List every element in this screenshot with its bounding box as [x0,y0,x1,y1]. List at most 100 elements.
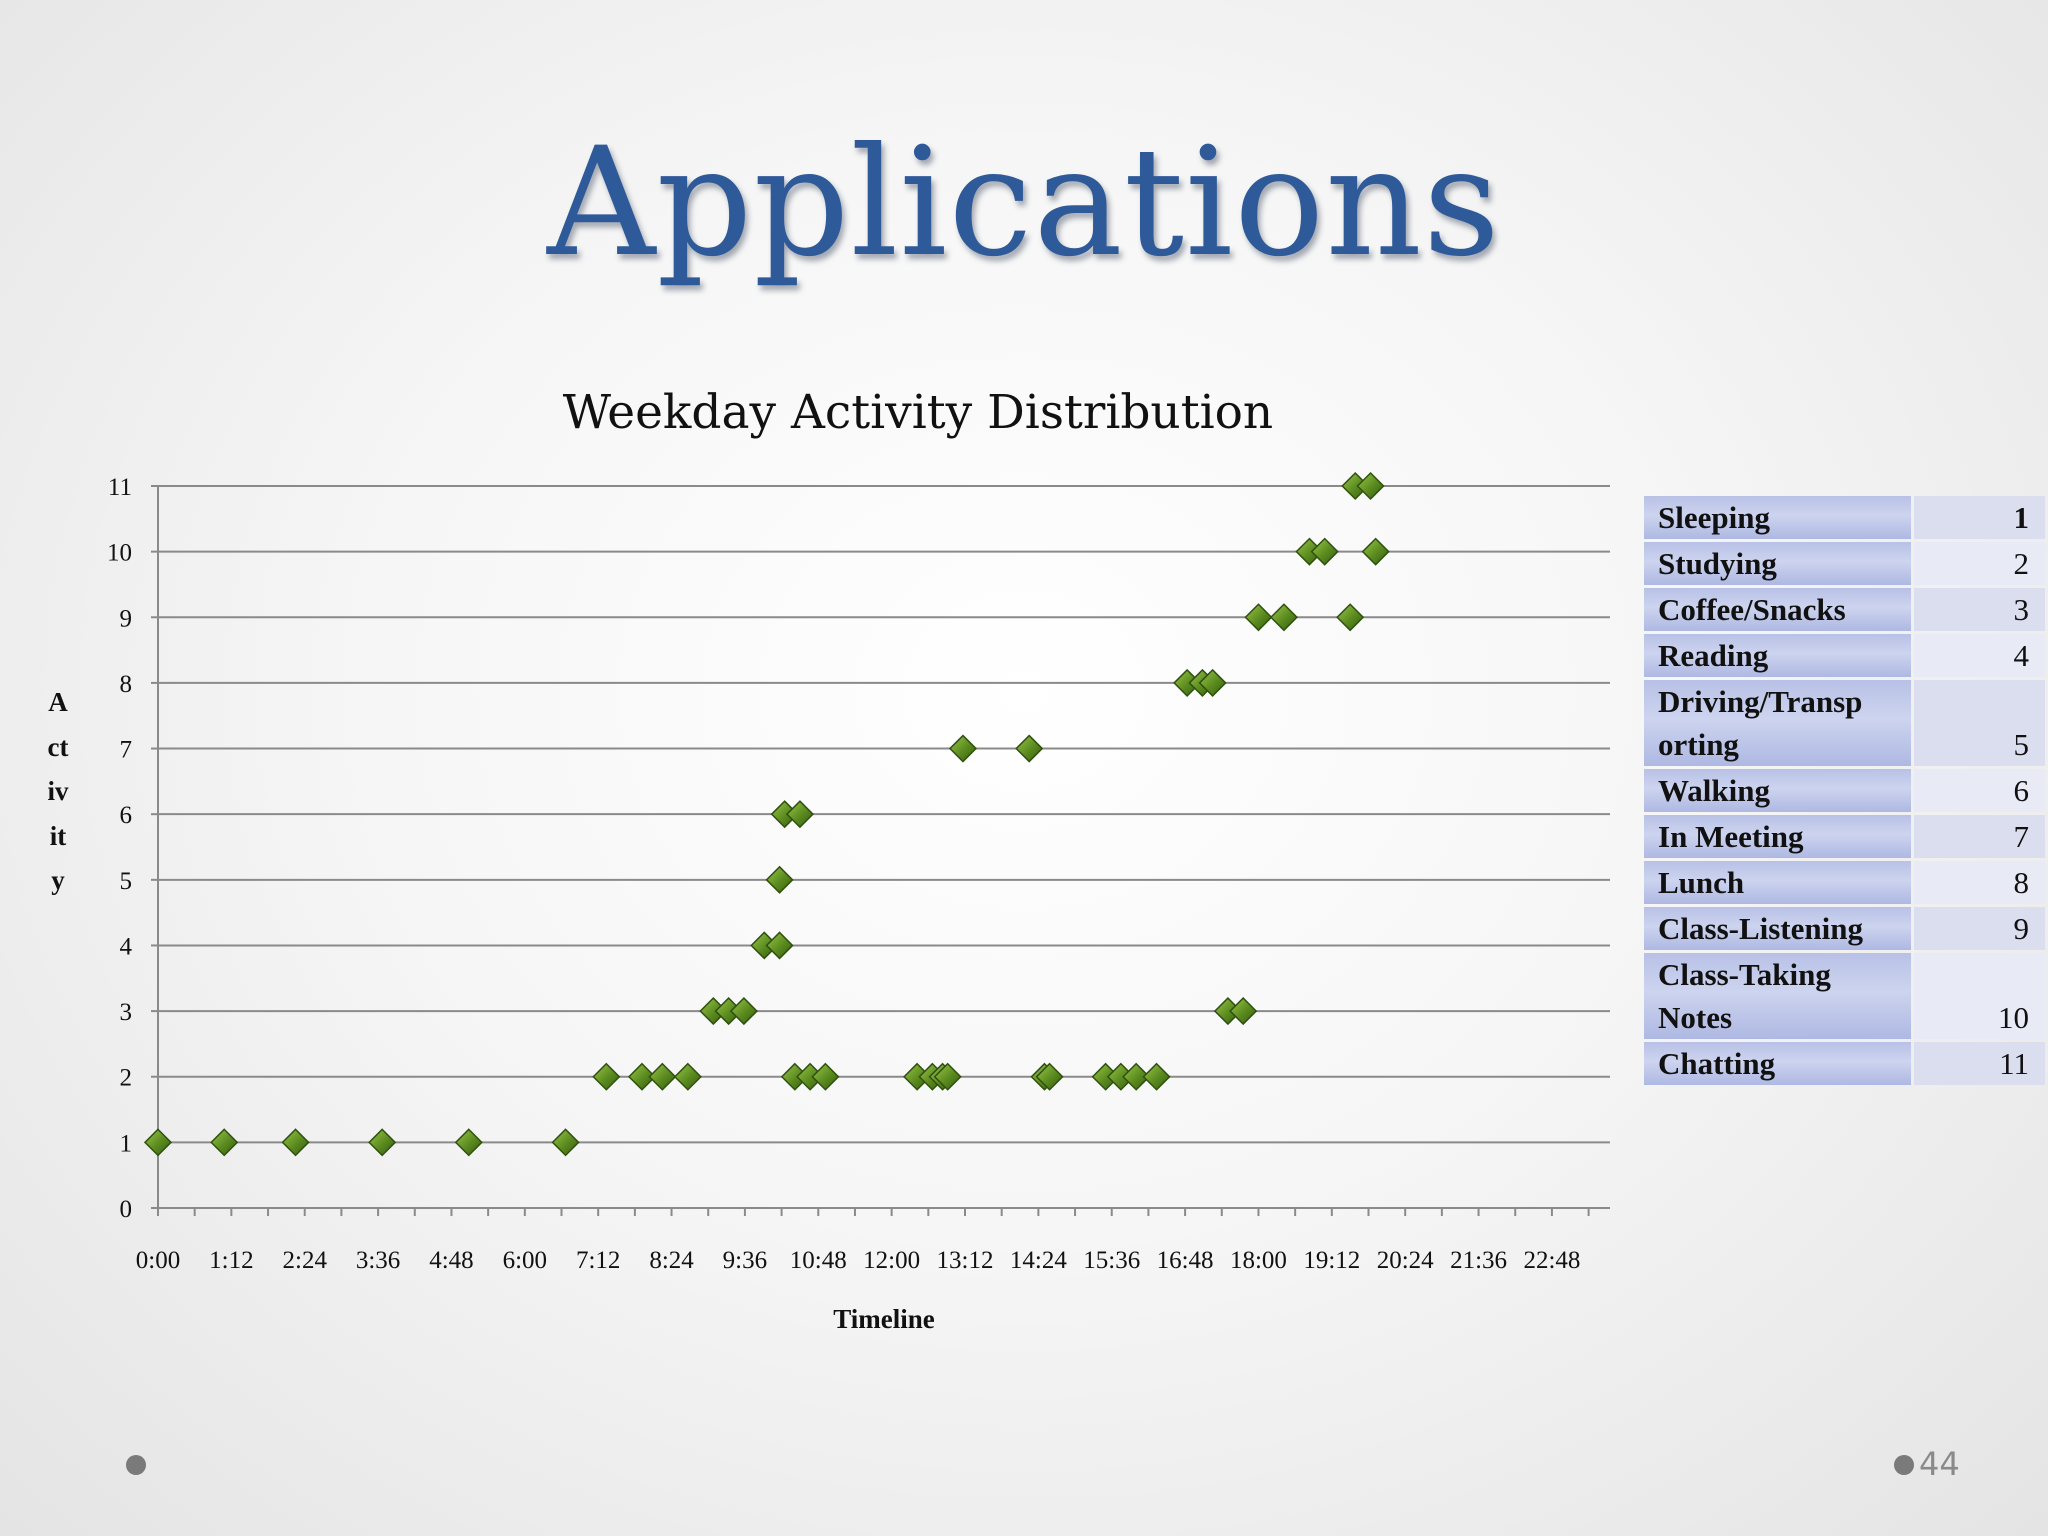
chart-axes [151,485,1610,1216]
legend-activity-name: Walking [1644,769,1912,812]
y-tick-label: 5 [120,868,133,895]
legend-row: In Meeting 7 [1644,815,2045,858]
y-tick-label: 10 [107,540,132,567]
legend-row: Chatting 11 [1644,1042,2045,1085]
data-point [1229,997,1258,1026]
y-tick-label: 1 [120,1130,133,1157]
data-point [1035,1062,1064,1091]
data-point [551,1128,580,1157]
footer-bullet-right [1894,1455,1914,1475]
legend-activity-code: 4 [1914,634,2045,677]
slide-title: Applications [547,116,1501,290]
legend-row: Lunch 8 [1644,861,2045,904]
x-tick-label: 2:24 [283,1247,328,1274]
data-point [948,734,978,763]
data-point [729,997,758,1026]
legend-activity-code: 11 [1914,1042,2045,1085]
page-number: 44 [1919,1445,1960,1483]
legend-row: Studying 2 [1644,542,2045,585]
legend-row: Class-Taking Notes 10 [1644,953,2045,1039]
data-point [592,1062,621,1091]
legend-row: Reading 4 [1644,634,2045,677]
x-tick-label: 8:24 [649,1247,694,1274]
x-tick-label: 4:48 [429,1247,473,1274]
legend-row: Coffee/Snacks 3 [1644,588,2045,631]
chart-gridlines [158,485,1610,1209]
y-tick-label: 7 [120,737,133,764]
x-axis-label: Timeline [833,1304,935,1334]
legend-activity-code: 1 [1914,496,2045,539]
y-tick-label: 3 [120,999,133,1026]
legend-activity-code: 3 [1914,588,2045,631]
x-tick-label: 14:24 [1010,1247,1067,1274]
data-point [1361,537,1390,566]
y-tick-label: 4 [120,933,133,960]
legend-activity-code: 2 [1914,542,2045,585]
x-tick-label: 16:48 [1157,1247,1214,1274]
x-tick-label: 18:00 [1230,1247,1287,1274]
x-tick-label: 13:12 [937,1247,994,1274]
data-point [765,931,794,960]
data-point [765,865,794,894]
data-point [1269,603,1299,632]
scatter-chart: Weekday Activity Distribution 0 1 2 3 4 5 6 7 8 9… [107,385,1610,1334]
legend-row: Walking 6 [1644,769,2045,812]
legend-activity-code: 10 [1914,953,2045,1039]
legend-activity-name: Class-Listening [1644,907,1912,950]
x-tick-label: 22:48 [1523,1247,1580,1274]
data-point [648,1062,677,1091]
legend-activity-name: In Meeting [1644,815,1912,858]
x-tick-label: 10:48 [790,1247,847,1274]
legend-activity-name: Sleeping [1644,496,1912,539]
x-tick-label: 7:12 [576,1247,620,1274]
legend-activity-code: 7 [1914,815,2045,858]
footer-bullet-left [126,1455,146,1475]
legend-row: Sleeping 1 [1644,496,2045,539]
data-point [454,1128,483,1157]
data-point [143,1128,173,1157]
data-point [1356,471,1385,501]
legend-activity-name: Class-Taking Notes [1644,953,1912,1039]
x-tick-label: 15:36 [1083,1247,1140,1274]
x-tick-label: 3:36 [356,1247,400,1274]
legend-activity-name: Studying [1644,542,1912,585]
data-point [1015,734,1044,763]
legend-activity-name: Driving/Transp orting [1644,680,1912,766]
x-tick-label: 12:00 [863,1247,920,1274]
chart-points [143,471,1390,1157]
data-point [1244,603,1273,632]
data-point [1310,537,1339,566]
y-tick-label: 11 [108,474,132,501]
data-point [1142,1062,1171,1091]
chart-tick-labels: 0 1 2 3 4 5 6 7 8 9 10 11 0:00 1:12 2:24 3:36 4:48 6:00 7:… [107,474,1580,1274]
data-point [1336,603,1365,632]
y-axis-label: Activity [47,687,69,895]
legend-row: Driving/Transp orting 5 [1644,680,2045,766]
y-tick-label: 0 [120,1196,133,1223]
activity-legend-table: Sleeping 1 Studying 2 Coffee/Snacks 3 Reading 4… [1641,493,2048,1088]
legend-activity-code: 9 [1914,907,2045,950]
legend-activity-name: Coffee/Snacks [1644,588,1912,631]
x-tick-label: 21:36 [1450,1247,1507,1274]
legend-activity-name: Lunch [1644,861,1912,904]
legend-row: Class-Listening 9 [1644,907,2045,950]
legend-activity-name: Chatting [1644,1042,1912,1085]
x-tick-label: 20:24 [1377,1247,1434,1274]
data-point [368,1128,397,1157]
x-tick-label: 1:12 [209,1247,253,1274]
x-tick-label: 9:36 [723,1247,767,1274]
chart-title: Weekday Activity Distribution [563,385,1273,440]
data-point [627,1062,657,1091]
data-point [210,1128,239,1157]
x-tick-label: 6:00 [503,1247,547,1274]
data-point [933,1062,962,1091]
data-point [785,800,814,829]
legend-activity-code: 5 [1914,680,2045,766]
y-tick-label: 6 [120,802,133,829]
y-tick-label: 2 [120,1065,133,1092]
data-point [673,1062,702,1091]
x-tick-label: 19:12 [1303,1247,1360,1274]
y-tick-label: 9 [120,605,133,632]
legend-activity-name: Reading [1644,634,1912,677]
data-point [1198,668,1227,697]
